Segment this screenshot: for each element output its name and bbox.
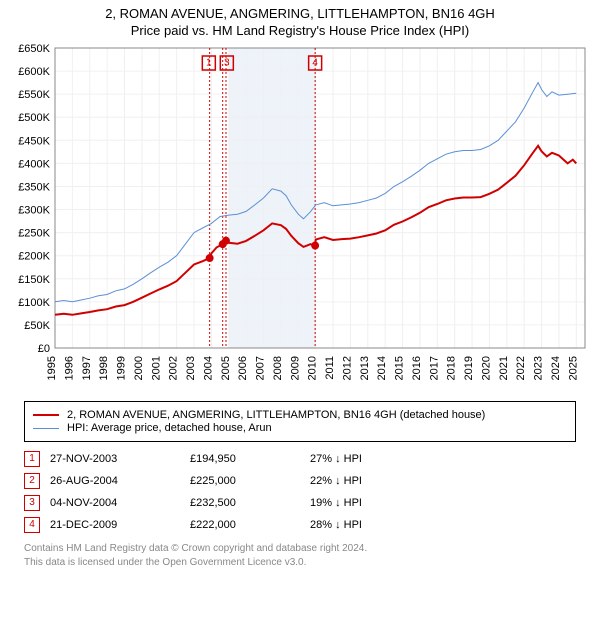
svg-text:2012: 2012 bbox=[341, 356, 353, 380]
svg-text:2017: 2017 bbox=[428, 356, 440, 380]
svg-text:1: 1 bbox=[206, 58, 212, 69]
svg-text:£400K: £400K bbox=[18, 158, 50, 170]
sale-delta: 22% ↓ HPI bbox=[310, 470, 372, 492]
sale-price: £194,950 bbox=[190, 448, 310, 470]
table-row: 1 27-NOV-2003£194,95027% ↓ HPI bbox=[24, 448, 372, 470]
svg-text:£100K: £100K bbox=[18, 297, 50, 309]
svg-text:2021: 2021 bbox=[498, 356, 510, 380]
svg-text:1999: 1999 bbox=[116, 356, 128, 380]
svg-text:2009: 2009 bbox=[289, 356, 301, 380]
svg-text:2001: 2001 bbox=[150, 356, 162, 380]
sale-date: 21-DEC-2009 bbox=[50, 514, 190, 536]
table-row: 2 26-AUG-2004£225,00022% ↓ HPI bbox=[24, 470, 372, 492]
table-row: 4 21-DEC-2009£222,00028% ↓ HPI bbox=[24, 514, 372, 536]
svg-text:£250K: £250K bbox=[18, 228, 50, 240]
sale-marker-icon: 4 bbox=[24, 517, 40, 533]
legend-item: 2, ROMAN AVENUE, ANGMERING, LITTLEHAMPTO… bbox=[33, 409, 567, 421]
sale-price: £225,000 bbox=[190, 470, 310, 492]
sale-marker-icon: 3 bbox=[24, 495, 40, 511]
svg-text:4: 4 bbox=[312, 58, 318, 69]
sale-date: 27-NOV-2003 bbox=[50, 448, 190, 470]
legend-swatch bbox=[33, 414, 59, 416]
svg-text:£0: £0 bbox=[38, 343, 50, 355]
svg-text:2020: 2020 bbox=[480, 356, 492, 380]
svg-text:£500K: £500K bbox=[18, 112, 50, 124]
svg-text:2019: 2019 bbox=[463, 356, 475, 380]
svg-text:3: 3 bbox=[224, 58, 230, 69]
svg-text:2014: 2014 bbox=[376, 356, 388, 380]
svg-text:£350K: £350K bbox=[18, 181, 50, 193]
svg-text:2010: 2010 bbox=[307, 356, 319, 380]
svg-text:2016: 2016 bbox=[411, 356, 423, 380]
svg-text:2023: 2023 bbox=[533, 356, 545, 380]
svg-text:2007: 2007 bbox=[255, 356, 267, 380]
svg-text:£650K: £650K bbox=[18, 43, 50, 55]
sale-date: 04-NOV-2004 bbox=[50, 492, 190, 514]
svg-text:2005: 2005 bbox=[220, 356, 232, 380]
svg-text:2013: 2013 bbox=[359, 356, 371, 380]
svg-text:1997: 1997 bbox=[81, 356, 93, 380]
sale-delta: 19% ↓ HPI bbox=[310, 492, 372, 514]
chart-wrapper: 2, ROMAN AVENUE, ANGMERING, LITTLEHAMPTO… bbox=[0, 0, 600, 569]
svg-text:2003: 2003 bbox=[185, 356, 197, 380]
svg-text:2002: 2002 bbox=[168, 356, 180, 380]
svg-text:2006: 2006 bbox=[237, 356, 249, 380]
svg-text:2022: 2022 bbox=[515, 356, 527, 380]
footer: Contains HM Land Registry data © Crown c… bbox=[24, 542, 576, 569]
svg-text:2024: 2024 bbox=[550, 356, 562, 380]
titles: 2, ROMAN AVENUE, ANGMERING, LITTLEHAMPTO… bbox=[0, 0, 600, 38]
svg-text:£550K: £550K bbox=[18, 89, 50, 101]
legend: 2, ROMAN AVENUE, ANGMERING, LITTLEHAMPTO… bbox=[24, 401, 576, 442]
table-row: 3 04-NOV-2004£232,50019% ↓ HPI bbox=[24, 492, 372, 514]
legend-swatch bbox=[33, 428, 59, 429]
sale-marker-icon: 1 bbox=[24, 451, 40, 467]
chart-subtitle: Price paid vs. HM Land Registry's House … bbox=[0, 23, 600, 38]
sale-price: £222,000 bbox=[190, 514, 310, 536]
sale-date: 26-AUG-2004 bbox=[50, 470, 190, 492]
sale-delta: 27% ↓ HPI bbox=[310, 448, 372, 470]
svg-text:2011: 2011 bbox=[324, 356, 336, 380]
svg-text:2025: 2025 bbox=[567, 356, 579, 380]
footer-line-2: This data is licensed under the Open Gov… bbox=[24, 556, 576, 570]
chart-title: 2, ROMAN AVENUE, ANGMERING, LITTLEHAMPTO… bbox=[0, 6, 600, 21]
legend-label: HPI: Average price, detached house, Arun bbox=[67, 422, 272, 434]
plot-container: £0 £50K £100K £150K £200K £250K £300K £350K £400… bbox=[0, 38, 600, 393]
svg-text:£150K: £150K bbox=[18, 274, 50, 286]
svg-text:£50K: £50K bbox=[24, 320, 50, 332]
legend-label: 2, ROMAN AVENUE, ANGMERING, LITTLEHAMPTO… bbox=[67, 409, 485, 421]
svg-text:£450K: £450K bbox=[18, 135, 50, 147]
sales-table: 1 27-NOV-2003£194,95027% ↓ HPI 2 26-AUG-200… bbox=[24, 448, 576, 536]
sale-delta: 28% ↓ HPI bbox=[310, 514, 372, 536]
svg-text:1996: 1996 bbox=[63, 356, 75, 380]
sale-price: £232,500 bbox=[190, 492, 310, 514]
plot-svg: £0 £50K £100K £150K £200K £250K £300K £350K £400… bbox=[0, 38, 600, 393]
svg-text:1998: 1998 bbox=[98, 356, 110, 380]
svg-text:2000: 2000 bbox=[133, 356, 145, 380]
footer-line-1: Contains HM Land Registry data © Crown c… bbox=[24, 542, 576, 556]
svg-text:2018: 2018 bbox=[446, 356, 458, 380]
sale-marker-icon: 2 bbox=[24, 473, 40, 489]
svg-text:1995: 1995 bbox=[46, 356, 58, 380]
svg-text:2008: 2008 bbox=[272, 356, 284, 380]
svg-text:2004: 2004 bbox=[202, 356, 214, 380]
legend-item: HPI: Average price, detached house, Arun bbox=[33, 422, 567, 434]
svg-text:£600K: £600K bbox=[18, 66, 50, 78]
svg-text:£300K: £300K bbox=[18, 205, 50, 217]
svg-text:£200K: £200K bbox=[18, 251, 50, 263]
svg-text:2015: 2015 bbox=[394, 356, 406, 380]
